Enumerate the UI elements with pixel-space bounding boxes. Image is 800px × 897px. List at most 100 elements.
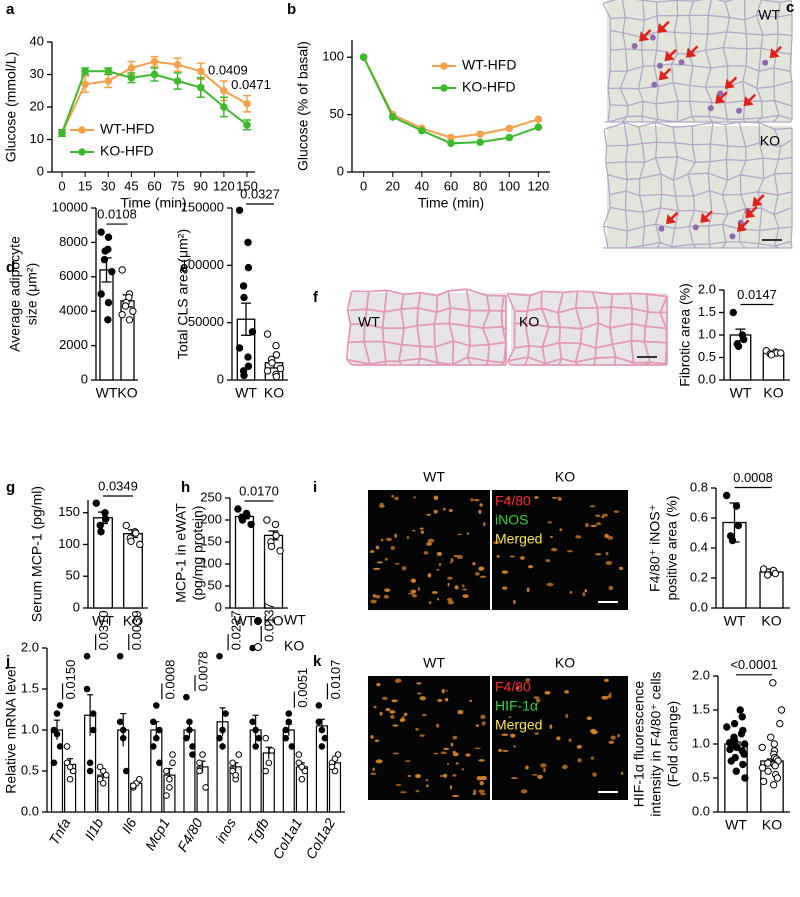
data-point xyxy=(89,710,97,717)
cell-signal xyxy=(450,742,454,747)
y-axis-label: Total CLS area (μm²) xyxy=(175,229,191,359)
data-point xyxy=(776,719,784,728)
arrow xyxy=(665,211,679,225)
cell-signal xyxy=(502,586,508,590)
series-marker xyxy=(81,80,89,89)
x-tick-label: WT xyxy=(730,385,752,401)
cell-signal xyxy=(544,690,551,695)
cell-signal xyxy=(405,760,411,763)
cell-signal xyxy=(436,551,443,557)
panel-letter: j xyxy=(5,653,10,670)
data-point xyxy=(764,767,772,775)
nucleus xyxy=(631,43,638,50)
y-tick-label: 250 xyxy=(200,489,222,504)
series-marker xyxy=(447,133,455,142)
data-point xyxy=(240,371,248,380)
x-tick-label: WT xyxy=(92,613,114,629)
x-tick-label: KO xyxy=(763,385,783,401)
x-tick-label: WT xyxy=(234,613,256,629)
cell-signal xyxy=(419,734,425,737)
cell-signal xyxy=(370,772,377,775)
data-point xyxy=(122,767,130,775)
cell-signal xyxy=(381,696,388,700)
legend-marker xyxy=(78,148,86,156)
micrograph xyxy=(368,676,490,800)
data-point xyxy=(285,718,293,726)
series-marker xyxy=(534,115,543,123)
nucleus xyxy=(649,34,656,41)
p-value: 0.0310 xyxy=(96,610,111,650)
cell-signal xyxy=(501,570,509,574)
data-point xyxy=(202,784,209,791)
x-tick-label: KO xyxy=(123,613,143,629)
x-axis-label: Time (min) xyxy=(120,195,186,211)
y-tick-label: 100 xyxy=(58,536,80,551)
data-point xyxy=(96,521,104,530)
cell-signal xyxy=(462,594,469,599)
data-point xyxy=(740,335,748,344)
data-point xyxy=(728,536,737,545)
p-value: 0.0008 xyxy=(733,470,773,485)
cell-signal xyxy=(585,523,589,528)
data-point xyxy=(282,726,290,734)
data-point xyxy=(53,730,61,738)
y-tick-label: 20 xyxy=(30,98,44,113)
nucleus xyxy=(717,90,724,97)
cell-signal xyxy=(557,497,563,501)
cell-signal xyxy=(427,538,435,543)
cell-signal xyxy=(592,772,597,777)
data-point xyxy=(730,719,739,728)
cell-signal xyxy=(415,774,422,779)
x-tick-label: 0 xyxy=(360,178,367,193)
cell-signal xyxy=(480,714,486,720)
pane-label: KO xyxy=(555,469,575,485)
data-point xyxy=(127,537,135,545)
cell-signal xyxy=(620,771,624,775)
data-point xyxy=(92,499,100,507)
cell-signal xyxy=(455,762,459,765)
data-point xyxy=(238,516,247,524)
x-tick-label: inos xyxy=(212,815,239,845)
cell-signal xyxy=(474,572,480,576)
series-marker xyxy=(505,124,514,133)
cell-signal xyxy=(394,533,397,538)
cell-signal xyxy=(546,582,554,587)
cell-signal xyxy=(462,584,465,588)
data-point xyxy=(741,774,749,782)
data-point xyxy=(119,734,127,742)
data-point xyxy=(328,763,336,771)
cell-signal xyxy=(613,510,620,513)
legend-marker xyxy=(440,84,448,92)
y-tick-label: 2.0 xyxy=(698,281,716,296)
bar xyxy=(183,729,196,813)
cell-signal xyxy=(426,513,432,516)
series-marker xyxy=(534,123,543,132)
cell-signal xyxy=(442,773,448,778)
data-point xyxy=(263,516,271,524)
cell-signal xyxy=(447,576,453,580)
pane-label: KO xyxy=(519,314,539,330)
y-tick-label: 0.8 xyxy=(690,479,708,494)
data-point xyxy=(758,743,766,752)
data-point xyxy=(723,723,731,731)
data-point xyxy=(734,342,743,350)
y-tick-label: 1.0 xyxy=(692,735,710,750)
data-point xyxy=(66,775,74,783)
data-point xyxy=(276,547,284,555)
panel-letter: b xyxy=(287,1,296,18)
panel-letter: k xyxy=(313,653,322,670)
cell-signal xyxy=(582,592,586,597)
y-tick-label: 0.5 xyxy=(21,762,39,777)
cell-signal xyxy=(376,682,381,687)
cell-signal xyxy=(395,783,402,786)
data-point xyxy=(252,726,259,734)
data-point xyxy=(196,767,203,775)
x-tick-label: Tnfa xyxy=(45,815,73,847)
x-tick-label: KO xyxy=(117,385,137,401)
cell-signal xyxy=(452,794,460,798)
cell-signal xyxy=(411,593,417,598)
cell-signal xyxy=(470,498,474,502)
series-marker xyxy=(447,139,455,148)
pane-label: WT xyxy=(758,7,780,23)
y-axis-label: Average adipocyte xyxy=(7,236,23,352)
